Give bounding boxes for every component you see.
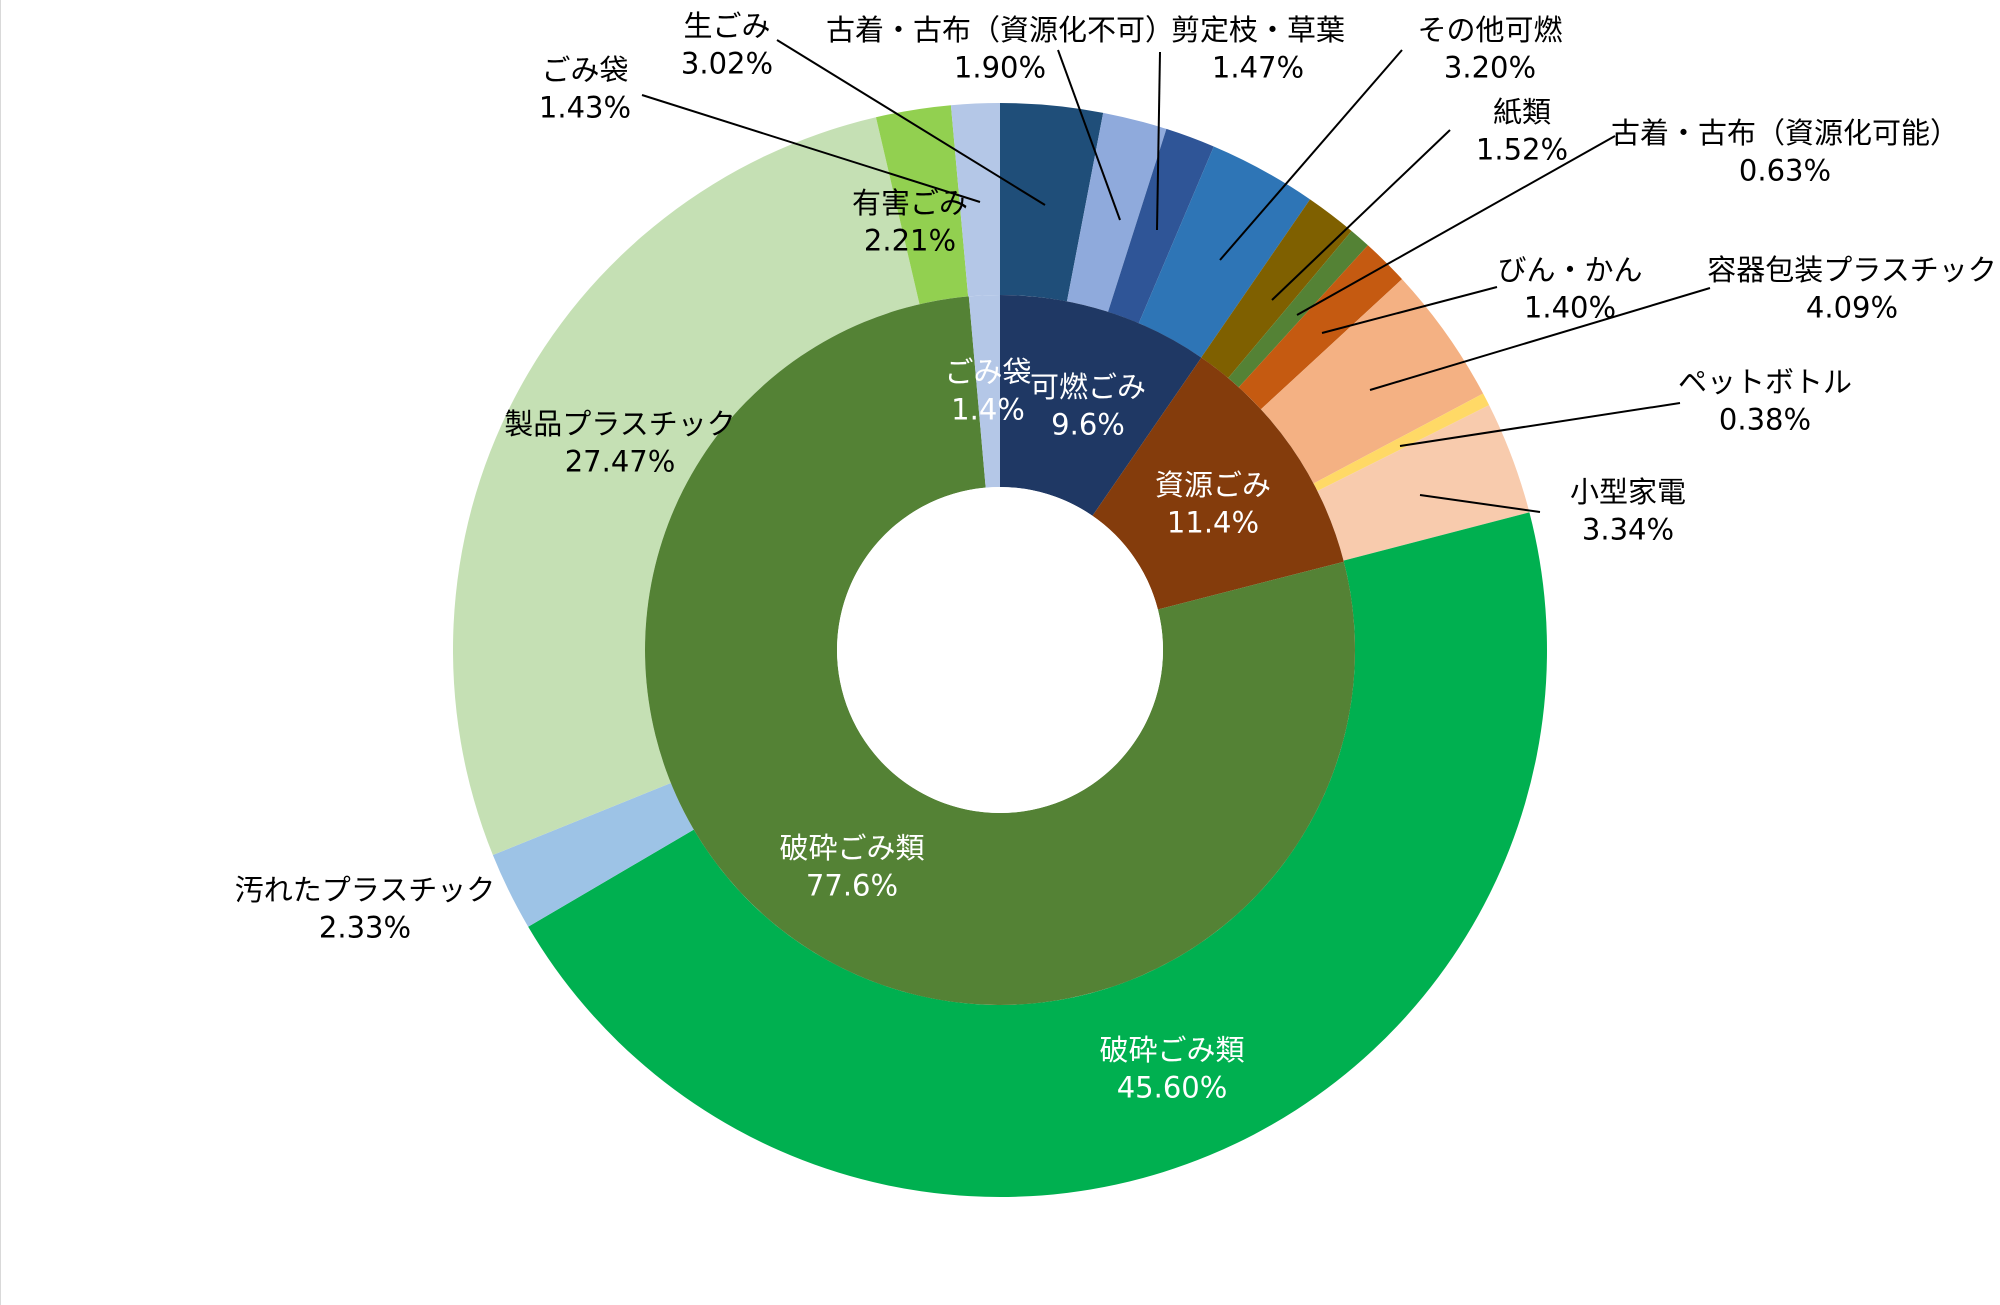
outer-slice-12-label: 製品プラスチック 27.47% bbox=[504, 407, 735, 479]
outer-slice-8-label: ペットボトル 0.38% bbox=[1678, 365, 1852, 437]
outer-slice-13 bbox=[875, 105, 969, 305]
outer-slice-11-value: 2.33% bbox=[319, 911, 411, 945]
outer-slice-3 bbox=[1138, 146, 1311, 358]
outer-slice-5-name: 古着・古布（資源化可能） bbox=[1611, 116, 1959, 150]
inner-slice-3-label: ごみ袋 1.4% bbox=[944, 355, 1031, 427]
outer-slice-7-name: 容器包装プラスチック bbox=[1707, 253, 1996, 287]
outer-slice-12-value: 27.47% bbox=[565, 445, 676, 479]
outer-leader-slice-8 bbox=[1399, 402, 1681, 447]
outer-slice-0-name: 生ごみ bbox=[683, 9, 770, 43]
outer-slice-5 bbox=[1228, 230, 1368, 388]
outer-slice-4-value: 1.52% bbox=[1476, 133, 1568, 167]
outer-slice-13-label: 有害ごみ 2.21% bbox=[852, 186, 968, 258]
outer-leader-slice-14 bbox=[641, 94, 981, 203]
outer-slice-4-name: 紙類 bbox=[1493, 95, 1551, 129]
inner-slice-2-name: 破砕ごみ類 bbox=[779, 831, 924, 865]
outer-slice-13-value: 2.21% bbox=[864, 224, 956, 258]
outer-slice-8-value: 0.38% bbox=[1719, 403, 1811, 437]
outer-slice-14-value: 1.43% bbox=[539, 91, 631, 125]
leader-lines bbox=[641, 39, 1711, 513]
outer-slice-7-value: 4.09% bbox=[1806, 291, 1898, 325]
inner-slice-3 bbox=[968, 295, 1000, 488]
outer-slice-0-label: 生ごみ 3.02% bbox=[681, 9, 773, 81]
outer-leader-slice-3 bbox=[1219, 49, 1403, 261]
outer-slice-4 bbox=[1201, 199, 1352, 379]
outer-leader-slice-4 bbox=[1271, 129, 1451, 301]
outer-slice-5-value: 0.63% bbox=[1739, 154, 1831, 188]
outer-leader-slice-2 bbox=[1156, 51, 1161, 231]
outer-slice-3-name: その他可燃 bbox=[1417, 13, 1562, 47]
outer-slice-10-name: 破砕ごみ類 bbox=[1099, 1033, 1244, 1067]
outer-leader-slice-5 bbox=[1296, 135, 1616, 316]
outer-slice-0-value: 3.02% bbox=[681, 47, 773, 81]
inner-slice-3-value: 1.4% bbox=[951, 393, 1025, 427]
outer-slice-12 bbox=[452, 117, 920, 855]
outer-slice-6-value: 1.40% bbox=[1524, 291, 1616, 325]
outer-slice-6-label: びん・かん 1.40% bbox=[1497, 253, 1642, 325]
outer-slice-4-label: 紙類 1.52% bbox=[1476, 95, 1568, 167]
outer-slice-11 bbox=[492, 783, 694, 927]
inner-slice-0-name: 可燃ごみ bbox=[1030, 370, 1146, 404]
outer-slice-10 bbox=[528, 512, 1547, 1197]
inner-slice-0-value: 9.6% bbox=[1051, 408, 1125, 442]
outer-slice-9 bbox=[1317, 405, 1530, 561]
inner-slice-0-label: 可燃ごみ 9.6% bbox=[1030, 370, 1146, 442]
inner-slice-1 bbox=[1092, 357, 1344, 610]
inner-slice-0 bbox=[1000, 295, 1202, 516]
inner-slice-1-label: 資源ごみ 11.4% bbox=[1155, 468, 1271, 540]
outer-leader-slice-7 bbox=[1369, 287, 1711, 391]
outer-slice-2-label: 剪定枝・草葉 1.47% bbox=[1171, 13, 1345, 85]
inner-slice-1-value: 11.4% bbox=[1167, 506, 1259, 540]
inner-slice-1-name: 資源ごみ bbox=[1155, 468, 1271, 502]
inner-slice-2-value: 77.6% bbox=[806, 869, 898, 903]
outer-slice-2 bbox=[1108, 128, 1214, 324]
outer-slice-3-label: その他可燃 3.20% bbox=[1417, 13, 1562, 85]
outer-slice-7-label: 容器包装プラスチック 4.09% bbox=[1707, 253, 1996, 325]
outer-slice-9-name: 小型家電 bbox=[1570, 475, 1686, 509]
outer-slice-6 bbox=[1238, 245, 1403, 410]
outer-slice-11-label: 汚れたプラスチック 2.33% bbox=[235, 873, 495, 945]
outer-slice-1-name: 古着・古布（資源化不可） bbox=[826, 13, 1174, 47]
outer-leader-slice-6 bbox=[1321, 286, 1498, 334]
outer-slice-9-value: 3.34% bbox=[1582, 513, 1674, 547]
outer-ring bbox=[452, 103, 1547, 1197]
outer-slice-8 bbox=[1313, 393, 1490, 492]
outer-slice-2-value: 1.47% bbox=[1212, 51, 1304, 85]
outer-slice-13-name: 有害ごみ bbox=[852, 186, 968, 220]
center-hole bbox=[837, 487, 1163, 813]
outer-leader-slice-0 bbox=[776, 39, 1046, 206]
outer-slice-10-label: 破砕ごみ類 45.60% bbox=[1099, 1033, 1244, 1105]
outer-slice-11-name: 汚れたプラスチック bbox=[235, 873, 495, 907]
outer-slice-8-name: ペットボトル bbox=[1678, 365, 1852, 399]
outer-slice-12-name: 製品プラスチック bbox=[504, 407, 735, 441]
outer-slice-0 bbox=[1000, 103, 1104, 302]
outer-slice-1-label: 古着・古布（資源化不可） 1.90% bbox=[826, 13, 1174, 85]
outer-slice-5-label: 古着・古布（資源化可能） 0.63% bbox=[1611, 116, 1959, 188]
outer-slice-14-label: ごみ袋 1.43% bbox=[539, 53, 631, 125]
inner-slice-3-name: ごみ袋 bbox=[944, 355, 1031, 389]
inner-slice-2-label: 破砕ごみ類 77.6% bbox=[779, 831, 924, 903]
outer-leader-slice-1 bbox=[1057, 49, 1121, 221]
data-labels: 生ごみ 3.02% 古着・古布（資源化不可） 1.90% 剪定枝・草葉 1.47% その他可… bbox=[235, 9, 1997, 1105]
outer-slice-9-label: 小型家電 3.34% bbox=[1570, 475, 1686, 547]
inner-ring bbox=[645, 295, 1355, 1005]
outer-slice-1-value: 1.90% bbox=[954, 51, 1046, 85]
inner-slice-2 bbox=[645, 296, 1355, 1005]
outer-slice-7 bbox=[1260, 279, 1484, 484]
outer-slice-3-value: 3.20% bbox=[1444, 51, 1536, 85]
outer-slice-14-name: ごみ袋 bbox=[541, 53, 628, 87]
outer-slice-2-name: 剪定枝・草葉 bbox=[1171, 13, 1345, 47]
outer-slice-6-name: びん・かん bbox=[1497, 253, 1642, 287]
outer-leader-slice-9 bbox=[1419, 494, 1541, 513]
outer-slice-10-value: 45.60% bbox=[1117, 1071, 1228, 1105]
